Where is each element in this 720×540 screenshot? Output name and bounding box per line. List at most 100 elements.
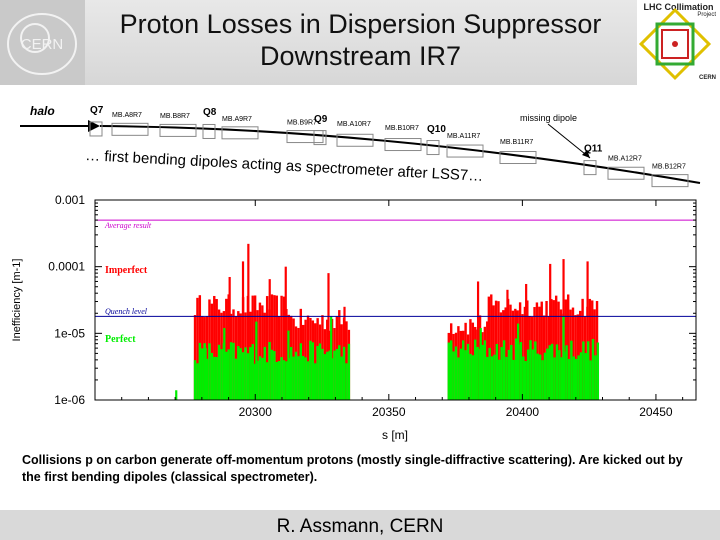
- perfect-bar: [251, 344, 254, 400]
- imperfect-bar: [490, 294, 493, 400]
- quadrupole-magnet: [313, 130, 327, 146]
- perfect-bar: [340, 356, 343, 400]
- imperfect-bar: [273, 295, 276, 400]
- perfect-bar: [328, 350, 331, 400]
- perfect-bar: [311, 342, 315, 400]
- perfect-bar: [227, 349, 230, 400]
- perfect-bar: [565, 345, 568, 400]
- perfect-bar: [306, 361, 310, 400]
- perfect-bar: [299, 343, 303, 400]
- imperfect-bar: [314, 323, 317, 400]
- perfect-bar: [541, 360, 544, 400]
- dipole-label: MB.B9R7: [287, 119, 317, 126]
- perfect-bar: [471, 355, 475, 400]
- perfect-bar: [474, 339, 477, 400]
- legend-entry: Perfect: [105, 334, 136, 345]
- perfect-bar: [498, 359, 501, 400]
- perfect-bar: [304, 357, 307, 400]
- perfect-bar: [570, 340, 573, 400]
- perfect-bar: [268, 342, 271, 400]
- imperfect-bar: [225, 298, 228, 400]
- perfect-bar: [275, 361, 278, 400]
- imperfect-bar: [552, 300, 555, 400]
- perfect-bar: [550, 343, 554, 400]
- y-tick-label: 1e-05: [54, 326, 85, 340]
- perfect-bar: [326, 351, 329, 400]
- perfect-bar: [265, 362, 269, 400]
- perfect-bar: [316, 345, 319, 400]
- perfect-bar: [302, 355, 305, 400]
- x-tick-label: 20300: [239, 405, 273, 419]
- perfect-bar: [215, 357, 218, 400]
- imperfect-bar: [574, 315, 577, 400]
- perfect-bar: [220, 349, 223, 400]
- perfect-bar: [345, 363, 348, 400]
- perfect-bar: [548, 345, 551, 400]
- perfect-bar: [510, 344, 513, 400]
- imperfect-bar: [215, 299, 218, 400]
- perfect-bar: [493, 354, 496, 400]
- y-tick-label: 0.0001: [48, 260, 85, 274]
- perfect-bar: [500, 347, 503, 400]
- perfect-bar: [217, 344, 221, 400]
- slide-footer: R. Assmann, CERN: [0, 510, 720, 540]
- perfect-bar: [558, 350, 561, 400]
- imperfect-bar: [593, 309, 596, 400]
- dipole-magnet: [221, 126, 259, 140]
- plot-background: [95, 200, 696, 400]
- perfect-bar: [347, 343, 351, 400]
- perfect-bar: [232, 342, 235, 400]
- perfect-bar: [321, 348, 324, 400]
- imperfect-bar: [588, 298, 592, 400]
- collimator-icon: [638, 7, 712, 81]
- imperfect-bar: [196, 297, 199, 400]
- imperfect-bar: [492, 305, 495, 400]
- quadrupole-label: Q8: [203, 107, 217, 118]
- perfect-bar: [553, 357, 556, 400]
- chart-legend: Average result Imperfect Quench level Perfe…: [104, 221, 152, 345]
- imperfect-bar: [571, 307, 575, 400]
- perfect-bar: [579, 352, 583, 400]
- perfect-bar: [294, 351, 298, 400]
- imperfect-peak: [476, 281, 480, 400]
- perfect-bar: [338, 345, 341, 400]
- legend-entry: Imperfect: [105, 265, 148, 276]
- imperfect-bar: [540, 301, 543, 400]
- perfect-bar: [483, 340, 487, 400]
- dipole-label: MB.A12R7: [608, 155, 642, 162]
- perfect-bar: [285, 361, 288, 400]
- perfect-bar: [237, 346, 240, 400]
- cern-logo: CERN: [0, 0, 85, 85]
- y-tick-label: 1e-06: [54, 393, 85, 407]
- imperfect-bar: [253, 295, 257, 400]
- perfect-bar: [488, 347, 491, 400]
- x-tick-label: 20450: [639, 405, 673, 419]
- perfect-bar: [529, 340, 532, 400]
- dipole-magnet: [159, 123, 197, 137]
- imperfect-bar: [280, 295, 283, 400]
- perfect-bar: [282, 360, 286, 400]
- dipole-magnet: [607, 166, 645, 180]
- dipole-label: MB.A9R7: [222, 116, 252, 123]
- perfect-bar: [244, 347, 247, 400]
- perfect-bar: [546, 348, 549, 400]
- perfect-bar: [476, 346, 479, 400]
- perfect-bar: [210, 352, 214, 400]
- legend-entry: Quench level: [105, 307, 148, 316]
- quadrupole-label: Q11: [584, 144, 603, 155]
- dipole-magnet: [384, 138, 422, 152]
- perfect-bar: [555, 344, 559, 400]
- perfect-bar: [318, 343, 322, 400]
- imperfect-bar: [258, 302, 262, 400]
- perfect-bar: [531, 349, 535, 400]
- perfect-bar: [582, 341, 585, 400]
- imperfect-bar: [265, 296, 269, 400]
- perfect-bar: [342, 346, 346, 400]
- halo-label: halo: [30, 104, 55, 118]
- perfect-bar: [239, 348, 242, 400]
- perfect-bar: [213, 356, 216, 400]
- imperfect-bar: [275, 295, 278, 400]
- imperfect-peak: [525, 283, 528, 400]
- perfect-bar: [543, 352, 547, 400]
